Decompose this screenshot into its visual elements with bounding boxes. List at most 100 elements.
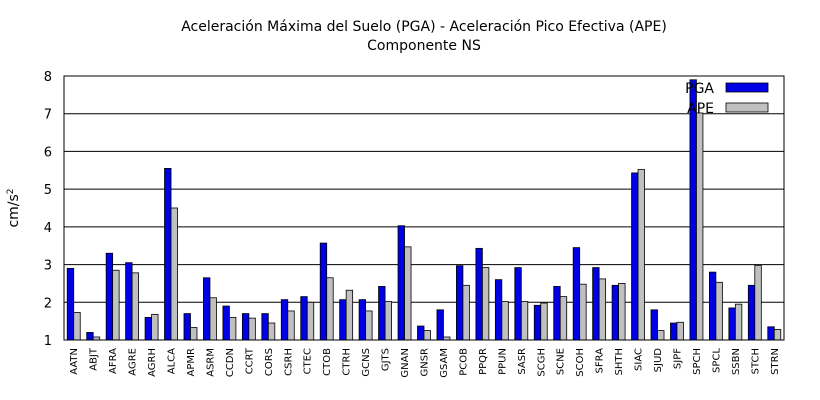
bar-pga-stch xyxy=(747,284,756,341)
x-tick-labels: AATN ABJT AFRA AGRE AGRH ALCA APMR ASRM CCDN CCRT… xyxy=(69,347,781,378)
bar-pga-gcns xyxy=(358,299,367,341)
bar-pga-afra xyxy=(105,252,114,341)
y-tick-label: 3 xyxy=(44,259,52,274)
bar-ape-alca xyxy=(170,207,178,341)
x-tick-label: CORS xyxy=(264,348,275,376)
x-tick-label: SCGH xyxy=(536,348,547,377)
bar-ape-spch xyxy=(696,112,704,341)
bar-pga-ppqr xyxy=(475,247,483,341)
x-tick-label: CTOB xyxy=(322,348,333,376)
bar-ape-ctec xyxy=(306,301,315,341)
x-tick-label: SCOH xyxy=(575,348,586,377)
bar-ape-asrm xyxy=(209,297,217,341)
x-tick-label: PPQR xyxy=(478,348,489,375)
bar-pga-sasr xyxy=(514,267,522,341)
bar-ape-agre xyxy=(131,272,140,341)
plot-frame xyxy=(63,75,785,341)
chart-title: Aceleración Máxima del Suelo (PGA) - Ace… xyxy=(181,19,667,35)
y-tick-label: 5 xyxy=(44,183,52,198)
bar-ape-sjud xyxy=(657,330,665,341)
x-tick-label: SFRA xyxy=(595,348,606,374)
x-tick-label: GJTS xyxy=(381,348,392,371)
x-tick-label: STRN xyxy=(770,348,781,375)
chart-subtitle: Componente NS xyxy=(367,38,481,54)
bar-pga-pcob xyxy=(456,265,464,341)
x-tick-label: SJUD xyxy=(653,348,664,373)
bar-ape-ccrt xyxy=(248,317,256,341)
bar-pga-asrm xyxy=(203,277,211,341)
bar-ape-stch xyxy=(754,264,762,341)
x-tick-label: SPCH xyxy=(692,348,703,375)
x-tick-label: GNAN xyxy=(400,348,411,378)
y-axis-label: cm/s xyxy=(6,194,22,227)
legend-label-pga: PGA xyxy=(685,81,714,97)
y-axis-title: cm/s2 xyxy=(6,188,22,227)
bar-pga-gjts xyxy=(378,286,386,341)
bar-pga-gnan xyxy=(397,225,405,341)
bar-pga-shth xyxy=(611,284,619,341)
bar-pga-strn xyxy=(767,326,775,341)
bar-ape-sjpf xyxy=(676,321,684,341)
bar-ape-ctrh xyxy=(345,289,354,341)
bar-pga-ctec xyxy=(300,296,308,341)
y-tick-label: 4 xyxy=(44,221,52,236)
y-tick-label: 7 xyxy=(44,108,52,123)
bar-pga-gnsr xyxy=(417,325,425,341)
bar-ape-scoh xyxy=(579,283,587,341)
bar-pga-ctrh xyxy=(339,299,347,341)
bars xyxy=(66,79,782,341)
bar-ape-scgh xyxy=(540,302,548,341)
x-tick-label: STCH xyxy=(750,348,761,374)
x-tick-label: ALCA xyxy=(167,348,178,374)
x-tick-label: SASR xyxy=(517,348,528,375)
bar-ape-sfra xyxy=(598,278,607,341)
x-tick-label: CCRT xyxy=(244,347,255,374)
bar-pga-spcl xyxy=(708,271,717,341)
bar-ape-shth xyxy=(618,283,626,341)
x-tick-label: CTRH xyxy=(342,348,353,376)
x-tick-label: PCOB xyxy=(458,348,469,376)
bar-ape-sasr xyxy=(520,301,529,341)
x-tick-label: AGRE xyxy=(128,348,139,376)
bar-pga-alca xyxy=(164,167,172,341)
bar-ape-afra xyxy=(112,269,120,341)
gridlines xyxy=(64,113,784,303)
bar-ape-spcl xyxy=(715,281,723,341)
bar-pga-cors xyxy=(261,313,269,341)
x-tick-label: GCNS xyxy=(361,348,372,377)
bar-pga-gsam xyxy=(436,309,444,341)
legend-label-ape: APE xyxy=(687,101,714,117)
x-tick-label: APMR xyxy=(186,348,197,376)
x-tick-label: PPUN xyxy=(497,348,508,375)
bar-ape-scne xyxy=(559,296,568,341)
x-tick-label: SPCL xyxy=(711,348,722,373)
legend-swatch-pga xyxy=(725,82,769,93)
x-tick-label: SCNE xyxy=(556,348,567,375)
bar-ape-gnsr xyxy=(423,330,431,341)
bar-ape-csrh xyxy=(287,310,295,341)
bar-pga-ccrt xyxy=(241,313,250,341)
bar-pga-abjt xyxy=(86,332,94,341)
x-tick-label: AGRH xyxy=(147,348,158,377)
bar-ape-aatn xyxy=(73,312,81,341)
x-tick-label: CCDN xyxy=(225,348,236,377)
bar-pga-aatn xyxy=(66,267,75,341)
bar-pga-sjpf xyxy=(670,322,678,341)
x-tick-label: CSRH xyxy=(283,348,294,376)
x-tick-label: ABJT xyxy=(89,347,100,371)
y-axis-label-superscript: 2 xyxy=(6,188,16,194)
bar-ape-gcns xyxy=(365,310,373,341)
bar-pga-sjud xyxy=(650,309,658,341)
bar-pga-ppun xyxy=(494,279,503,341)
bar-pga-ssbn xyxy=(728,307,736,341)
bar-pga-scne xyxy=(553,286,561,341)
bar-pga-scoh xyxy=(572,247,581,341)
bar-pga-csrh xyxy=(280,299,289,341)
legend-swatch-ape xyxy=(725,102,769,113)
x-tick-label: GSAM xyxy=(439,348,450,378)
bar-pga-scgh xyxy=(533,304,542,341)
bar-pga-ccdn xyxy=(222,305,230,341)
x-tick-label: AFRA xyxy=(108,348,119,374)
x-tick-label: CTEC xyxy=(303,348,314,374)
